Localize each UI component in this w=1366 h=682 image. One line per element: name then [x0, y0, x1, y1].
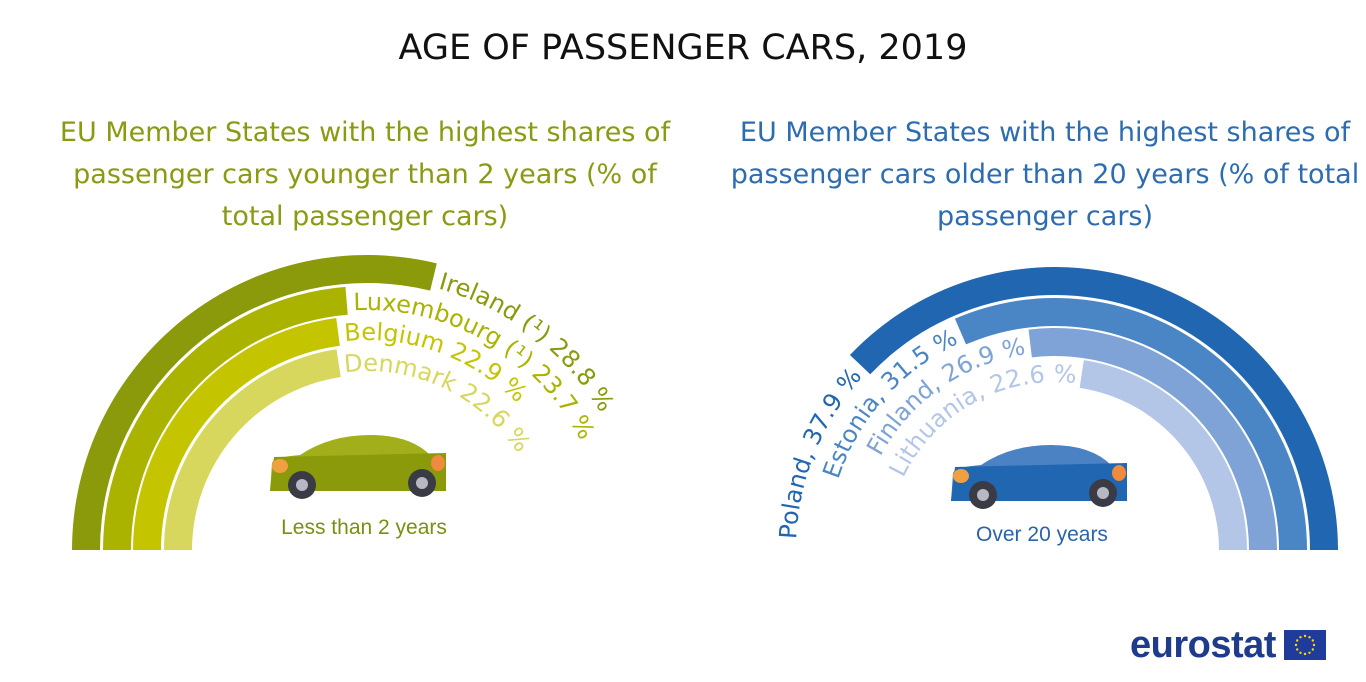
bar-lithuania [1079, 360, 1247, 550]
eurostat-logo: eurostat [1130, 623, 1326, 667]
bar-ireland [72, 255, 437, 550]
right-center-label: Over 20 years [976, 523, 1108, 546]
bar-luxembourg [103, 286, 348, 550]
logo-text: eurostat [1130, 624, 1276, 666]
bar-poland [849, 267, 1338, 550]
bar-estonia [954, 297, 1307, 550]
car-icon [951, 445, 1127, 509]
car-icon [270, 435, 446, 499]
bar-finland [1028, 327, 1277, 550]
eu-flag-icon [1283, 630, 1326, 660]
page-title: AGE OF PASSENGER CARS, 2019 [398, 28, 968, 68]
bar-denmark [164, 349, 341, 550]
left-center-label: Less than 2 years [281, 516, 447, 539]
bar-belgium [133, 318, 340, 550]
left-chart-title: EU Member States with the highest shares… [59, 117, 671, 232]
right-chart-title: EU Member States with the highest shares… [730, 117, 1360, 232]
